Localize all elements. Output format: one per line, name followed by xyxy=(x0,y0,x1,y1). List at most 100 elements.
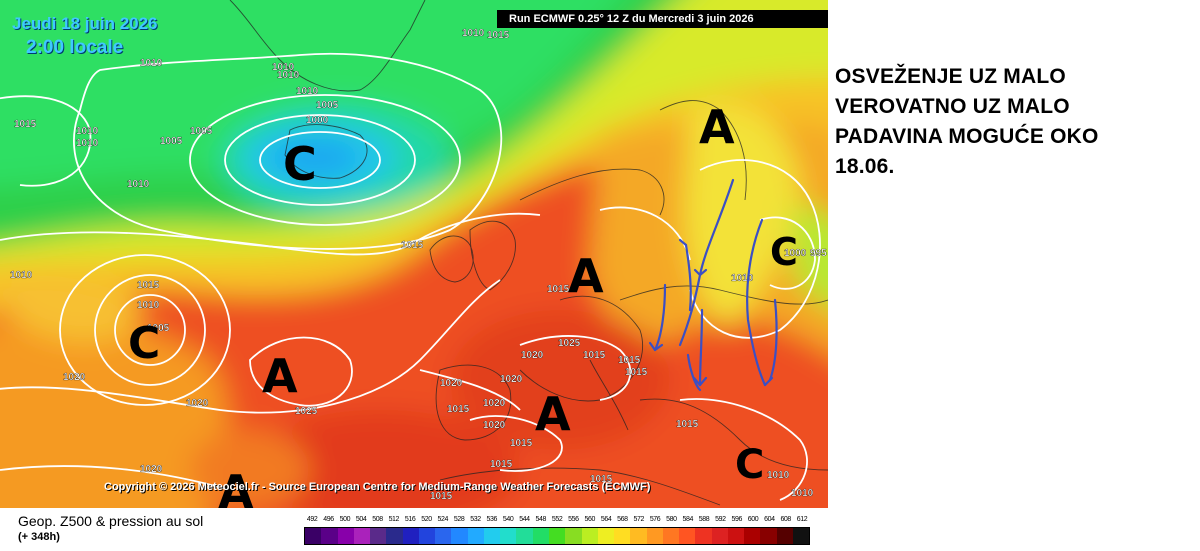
legend-swatch xyxy=(386,528,403,544)
isobar-label: 1015 xyxy=(447,404,470,415)
isobar-label: 1025 xyxy=(558,338,581,349)
isobar-label: 1015 xyxy=(137,280,160,291)
high-pressure-center: A xyxy=(262,349,298,403)
legend-swatch xyxy=(435,528,452,544)
isobar-label: 1015 xyxy=(618,355,641,366)
legend-swatch xyxy=(467,528,484,544)
isobar-label: 1010 xyxy=(731,273,754,284)
legend-swatch xyxy=(695,528,712,544)
high-pressure-center: A xyxy=(568,249,604,303)
legend-tick-label: 508 xyxy=(372,516,383,523)
legend-tick-label: 572 xyxy=(633,516,644,523)
legend-swatch xyxy=(792,528,810,544)
isobar-label: 1015 xyxy=(547,284,570,295)
color-legend: 492 496 500 504 508 512 516 520 524 528 532 536 540 5… xyxy=(304,516,810,545)
isobar-label: 1010 xyxy=(272,62,295,73)
legend-tick-label: 516 xyxy=(404,516,416,523)
isobar-label: 1015 xyxy=(430,491,453,502)
legend-swatch xyxy=(614,528,631,544)
legend-swatch xyxy=(451,528,468,544)
legend-ticks: 492 496 500 504 508 512 516 520 524 528 532 536 540 5… xyxy=(304,516,810,527)
isobar-label: 1010 xyxy=(76,126,99,137)
legend-tick-label: 544 xyxy=(519,516,530,523)
isobar-label: 1000 xyxy=(306,115,329,126)
isobar-label: 1020 xyxy=(186,398,209,409)
legend-swatch xyxy=(776,528,793,544)
annotation-line: OSVEŽENJE UZ MALO xyxy=(835,65,1066,88)
high-pressure-center: A xyxy=(218,465,254,508)
legend-subtitle: (+ 348h) xyxy=(18,531,60,543)
legend-swatch xyxy=(597,528,615,544)
isobar-label: 1015 xyxy=(590,474,613,485)
annotation-line: 18.06. xyxy=(835,155,895,178)
forecast-time: 2:00 locale xyxy=(26,37,124,58)
isobar-label: 1015 xyxy=(14,119,37,130)
isobar-label: 1015 xyxy=(583,350,606,361)
legend-tick-label: 536 xyxy=(486,516,498,523)
isobar-label: 1015 xyxy=(676,419,699,430)
legend-swatch xyxy=(516,528,533,544)
copyright-notice: Copyright © 2026 Meteociel.fr - Source E… xyxy=(104,481,651,493)
legend-tick-label: 588 xyxy=(698,516,710,523)
annotation-line: VEROVATNO UZ MALO xyxy=(835,95,1070,118)
legend-swatch xyxy=(548,528,566,544)
isobar-label: 1015 xyxy=(490,459,513,470)
isobar-label: 1010 xyxy=(767,470,790,481)
legend-tick-label: 492 xyxy=(306,516,318,523)
forecast-date: Jeudi 18 juin 2026 xyxy=(12,14,158,33)
isobar-label: 1010 xyxy=(462,28,485,39)
forecast-annotation: OSVEŽENJE UZ MALO VEROVATNO UZ MALO PADA… xyxy=(835,62,1195,182)
isobar-labels: 1010 1015 1010 1010 1005 1010 1010 1005 … xyxy=(10,28,827,502)
legend-tick-label: 560 xyxy=(584,516,596,523)
isobar-label: 995 xyxy=(810,248,827,259)
low-pressure-center: C xyxy=(770,230,798,274)
legend-tick-label: 556 xyxy=(568,516,579,523)
legend-tick-label: 528 xyxy=(453,516,465,523)
low-pressure-center: C xyxy=(283,137,317,191)
high-pressure-center: A xyxy=(699,100,735,154)
isobar-label: 1020 xyxy=(483,420,506,431)
legend-tick-label: 600 xyxy=(747,516,759,523)
legend-swatch xyxy=(500,528,517,544)
isobar-label: 1010 xyxy=(296,86,319,97)
legend-tick-label: 568 xyxy=(617,516,628,523)
legend-swatch xyxy=(646,528,663,544)
legend-swatch xyxy=(532,528,549,544)
isobar-label: 1015 xyxy=(510,438,533,449)
legend-swatch xyxy=(402,528,419,544)
legend-swatch xyxy=(305,528,322,544)
high-pressure-center: A xyxy=(535,387,571,441)
isobar-label: 1015 xyxy=(401,240,424,251)
isobar-label: 1010 xyxy=(791,488,814,499)
legend-tick-label: 584 xyxy=(682,516,693,523)
legend-title: Geop. Z500 & pression au sol xyxy=(18,513,204,529)
legend-swatch xyxy=(353,528,371,544)
legend-tick-label: 596 xyxy=(731,516,742,523)
isobar-label: 1005 xyxy=(190,126,213,137)
legend-tick-label: 524 xyxy=(437,516,449,523)
legend-swatch xyxy=(760,528,777,544)
legend-tick-label: 504 xyxy=(355,516,367,523)
annotation-line: PADAVINA MOGUĆE OKO xyxy=(835,125,1099,148)
legend-tick-label: 552 xyxy=(551,516,563,523)
legend-tick-label: 520 xyxy=(421,516,432,523)
legend-tick-label: 608 xyxy=(780,516,791,523)
legend-tick-label: 548 xyxy=(535,516,547,523)
legend-tick-label: 564 xyxy=(600,516,612,523)
legend-tick-label: 532 xyxy=(470,516,481,523)
legend-tick-label: 500 xyxy=(339,516,351,523)
pressure-centers: C C A A A A A C C xyxy=(128,100,798,508)
legend-tick-label: 540 xyxy=(502,516,514,523)
legend-tick-label: 580 xyxy=(666,516,677,523)
legend-swatch xyxy=(662,528,680,544)
legend-swatch xyxy=(370,528,387,544)
low-pressure-center: C xyxy=(128,318,160,369)
legend-swatch xyxy=(630,528,647,544)
legend-swatch xyxy=(727,528,745,544)
legend-swatch xyxy=(321,528,338,544)
isobar-label: 1020 xyxy=(140,464,163,475)
legend-tick-label: 612 xyxy=(796,516,808,523)
hand-drawn-arrows xyxy=(648,178,778,392)
isobar-label: 1010 xyxy=(76,138,99,149)
isobar-label: 1010 xyxy=(127,179,150,190)
